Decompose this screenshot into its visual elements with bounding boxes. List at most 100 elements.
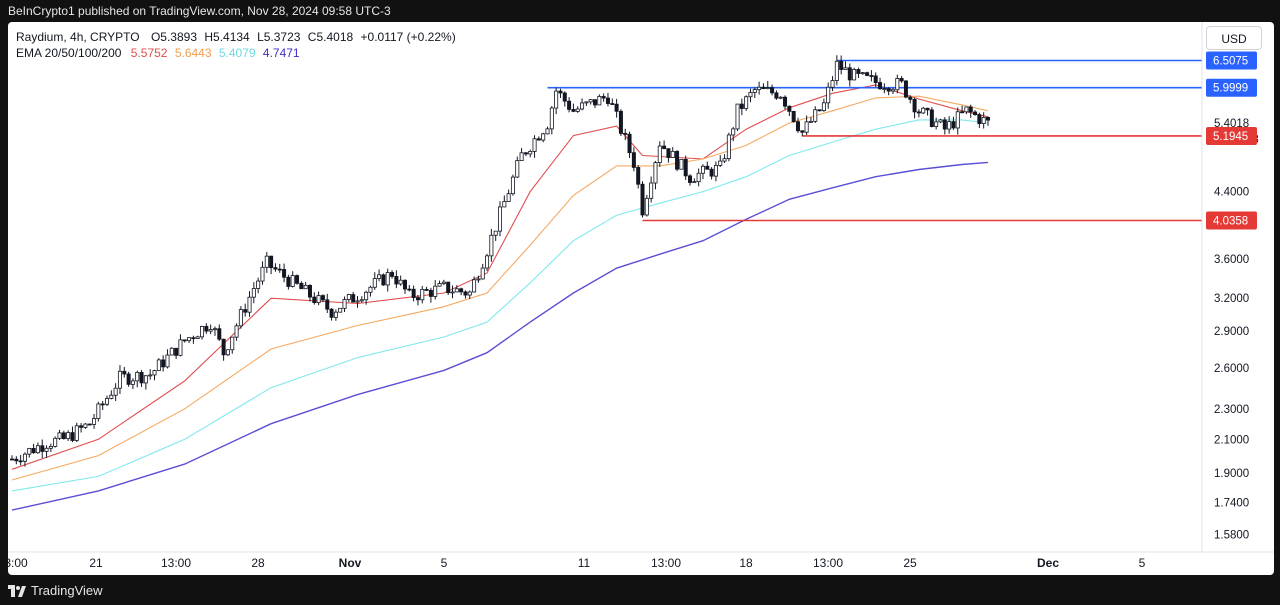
candle-body [225,349,230,356]
candle-body [610,103,615,105]
candle-body [264,255,269,268]
candle-body [631,152,636,168]
legend-ema100-value: 5.4079 [218,46,256,60]
ema-layer [11,84,989,511]
candle-body [329,308,334,318]
candle-body [22,453,27,462]
candle-body [156,359,161,371]
candle-body [320,295,325,301]
candle-body [48,446,53,449]
candle-body [713,165,718,177]
candle-body [636,167,641,185]
legend-ema-row: EMA 20/50/100/200 5.5752 5.6443 5.4079 4… [16,45,456,61]
candle-body [623,133,628,135]
candle-body [152,370,157,376]
candle-body [614,103,619,112]
resistance-price-label: 6.5075 [1213,55,1248,67]
level-layer [547,59,1202,222]
legend-ema200-value: 4.7471 [262,46,300,60]
resistance-price-tag [1206,78,1257,97]
candle-body [208,329,213,332]
candle-body [200,325,205,338]
resistance-price-tag [1206,51,1257,70]
candle-body [808,120,813,123]
footer-bar: TradingView [0,578,1280,603]
x-tick-label: 3:00 [8,556,28,570]
chart-frame[interactable]: 4.4000 3.6000 3.2000 2.9000 2.6000 2.3000 2.10… [8,22,1274,575]
candle-body [126,373,131,385]
candle-body [139,372,144,384]
candle-body [718,160,723,166]
candle-body [700,165,705,174]
candle-body [57,432,62,439]
current-price-label: 5.4018 [1214,118,1249,130]
currency-button[interactable]: USD [1206,26,1262,50]
candle-body [757,86,762,90]
support-price-label: 4.0358 [1213,216,1248,228]
tradingview-logo[interactable]: TradingView [0,578,103,603]
candle-body [359,299,364,302]
price-chart[interactable]: 4.4000 3.6000 3.2000 2.9000 2.6000 2.3000 2.10… [8,22,1274,575]
legend-open-label: O [150,30,161,44]
candle-body [804,121,809,133]
candle-body [286,276,291,287]
candle-body [929,109,934,127]
candle-body [731,128,736,136]
candle-body [787,105,792,112]
candle-body [117,370,122,389]
y-tick-label: 3.6000 [1214,254,1249,266]
candle-body [10,458,15,461]
candle-body [74,425,79,441]
candle-body [571,109,576,112]
candle-body [536,138,541,141]
candle-body [986,117,991,121]
candle-body [886,88,891,92]
candle-body [234,325,239,338]
candle-body [921,107,926,114]
candle-body [726,134,731,160]
x-tick-label: 5 [441,556,448,570]
ema-20-line [11,84,989,470]
candle-body [683,158,688,177]
candle-body [100,403,105,406]
candle-body [528,151,533,155]
candle-body [523,152,528,155]
legend-close-label: C [307,30,317,44]
candle-body [856,69,861,74]
candle-body [826,86,831,104]
candle-body [640,183,645,216]
legend-open-value: 5.3893 [160,30,197,44]
candle-body [338,307,343,313]
axis-layer: 4.4000 3.6000 3.2000 2.9000 2.6000 2.3000 2.10… [8,22,1274,570]
candle-body [774,92,779,99]
candle-body [96,403,101,419]
candle-body [217,328,222,340]
candle-body [964,106,969,113]
published-text: BeInCrypto1 published on TradingView.com… [8,4,391,18]
candle-body [459,288,464,293]
candle-body [942,119,947,130]
candle-body [247,296,252,313]
candle-body [567,100,572,110]
candle-body [852,69,857,81]
candle-body [450,291,455,294]
candle-body [14,458,19,462]
candle-body [204,325,209,332]
candle-body [618,110,623,134]
candle-body [169,347,174,356]
publisher-bar: BeInCrypto1 published on TradingView.com… [0,0,1280,22]
candle-body [541,133,546,141]
candle-body [506,193,511,202]
candle-body [446,281,451,294]
candle-body [675,151,680,170]
y-tick-label: 4.4000 [1214,187,1249,199]
candle-body [187,337,192,342]
legend-ema20-value: 5.5752 [130,46,168,60]
candle-body [899,78,904,82]
candle-body [143,375,148,384]
legend-ema-label: EMA 20/50/100/200 [16,46,122,60]
candle-body [688,175,693,183]
candle-body [113,387,118,396]
candle-body [890,89,895,92]
legend-change: +0.0117 (+0.22%) [360,30,456,44]
